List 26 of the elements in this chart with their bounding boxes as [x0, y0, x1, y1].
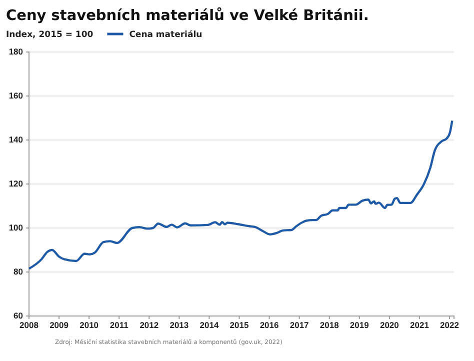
x-tick-label: 2020: [380, 320, 400, 330]
x-tick-label: 2013: [170, 320, 189, 330]
y-tick-label: 180: [8, 46, 24, 57]
x-tick-label: 2016: [260, 320, 280, 330]
x-tick-label: 2014: [200, 320, 219, 330]
y-tick-label: 100: [8, 222, 24, 233]
x-tick-label: 2019: [350, 320, 370, 330]
legend-label: Cena materiálu: [129, 30, 202, 40]
x-tick-label: 2008: [20, 320, 39, 330]
y-tick-label: 80: [14, 266, 24, 277]
x-tick-label: 2022: [440, 320, 460, 330]
x-tick-label: 2017: [290, 320, 310, 330]
x-tick-label: 2018: [320, 320, 340, 330]
y-tick-label: 60: [14, 310, 24, 321]
x-tick-label: 2010: [80, 320, 99, 330]
line-series: [28, 120, 454, 270]
x-tick-label: 2011: [110, 320, 129, 330]
y-tick-label: 160: [8, 90, 24, 101]
chart-title: Ceny stavebních materiálů ve Velké Británii.: [6, 7, 369, 24]
x-tick-label: 2012: [140, 320, 159, 330]
y-tick-label: 120: [8, 178, 24, 189]
y-axis-title: Index, 2015 = 100: [6, 30, 94, 40]
y-tick-label: 140: [8, 134, 24, 145]
x-tick-label: 2009: [50, 320, 69, 330]
x-tick-label: 2021: [410, 320, 430, 330]
x-tick-label: 2015: [230, 320, 249, 330]
